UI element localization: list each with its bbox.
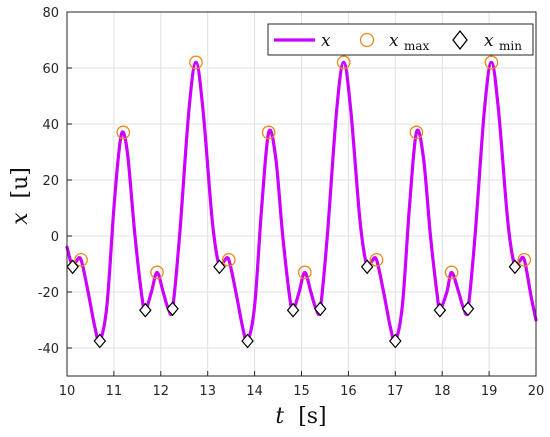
x-axis-label: t [s] [275, 404, 326, 429]
xmin-point [241, 333, 254, 349]
xmax-point [150, 265, 164, 280]
x-tick-label: 11 [106, 384, 123, 399]
xmax-markers [74, 55, 532, 280]
y-tick-label: 20 [42, 174, 59, 189]
y-tick-label: 0 [51, 230, 59, 245]
xmax-point [336, 55, 351, 70]
x-tick-label: 10 [59, 384, 76, 399]
legend-xmin-subscript: min [499, 39, 522, 53]
xmin-point [433, 302, 447, 318]
xmax-point [444, 265, 459, 280]
x-tick-label: 19 [481, 384, 498, 399]
xmax-point [261, 125, 276, 140]
x-tick-label: 16 [340, 384, 357, 399]
y-axis-label: x [u] [8, 167, 33, 225]
legend-xmin-marker [452, 29, 468, 51]
xmin-point [360, 259, 374, 275]
xmin-point [66, 259, 79, 275]
xmax-point [189, 55, 203, 70]
xmax-point [221, 252, 236, 267]
legend: x x max x min [267, 23, 534, 56]
xmin-point [166, 301, 179, 317]
legend-xmax-marker [359, 32, 375, 48]
x-tick-label: 12 [153, 384, 170, 399]
xmin-point [389, 333, 402, 349]
xmax-point [484, 55, 499, 70]
y-tick-label: -20 [38, 286, 59, 301]
xmin-point [508, 259, 522, 275]
xmin-point [461, 301, 475, 317]
legend-xmax-label: x max [389, 31, 430, 53]
y-tick-label: -40 [38, 342, 59, 357]
x-axis-unit: [s] [298, 404, 326, 429]
x-tick-label: 18 [434, 384, 451, 399]
x-tick-label: 14 [246, 384, 263, 399]
y-tick-label: 60 [42, 62, 59, 77]
xmax-point [297, 265, 312, 280]
x-line [65, 60, 538, 344]
xmin-point [213, 259, 226, 275]
xmin-point [93, 333, 107, 349]
xmax-point [409, 125, 424, 140]
y-ticks: -40 -20 0 20 40 60 80 [38, 6, 72, 357]
x-tick-label: 13 [199, 384, 216, 399]
xmax-point [116, 125, 131, 140]
xmax-point [517, 252, 532, 267]
y-axis-variable: x [8, 212, 33, 225]
xmin-point [313, 301, 327, 317]
xmin-point [139, 302, 152, 318]
legend-xmin-variable: x [484, 31, 494, 51]
x-tick-label: 15 [293, 384, 310, 399]
legend-xmax-subscript: max [404, 39, 430, 53]
legend-x-label: x [321, 31, 331, 51]
y-tick-label: 40 [42, 118, 59, 133]
x-tick-label: 17 [387, 384, 404, 399]
xmax-point [74, 252, 88, 267]
xmax-point [369, 252, 384, 267]
y-tick-label: 80 [42, 6, 59, 21]
legend-xmin-label: x min [484, 31, 522, 53]
x-ticks: 10 11 12 13 14 15 16 17 18 19 20 [59, 371, 545, 399]
y-axis-unit: [u] [8, 167, 33, 198]
xmin-point [286, 302, 300, 318]
x-tick-label: 20 [528, 384, 545, 399]
xmin-markers [66, 259, 522, 349]
legend-xmax-variable: x [389, 31, 399, 51]
x-axis-variable: t [275, 404, 284, 429]
